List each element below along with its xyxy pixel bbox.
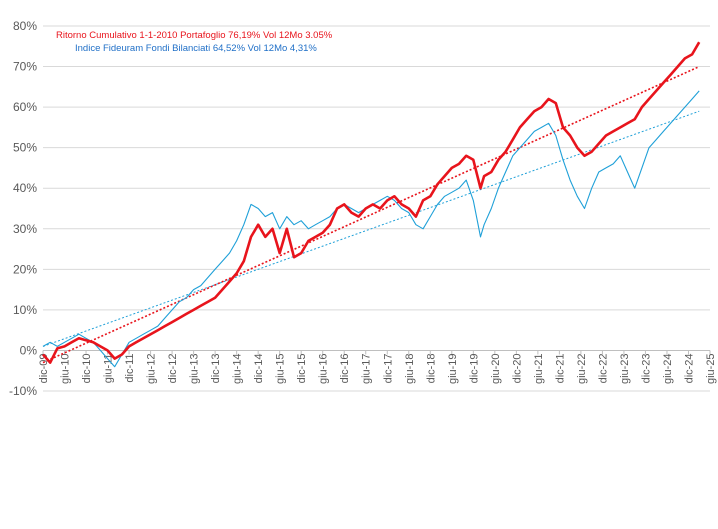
x-tick-label: giu-18 [404,353,416,384]
y-tick-label: 20% [13,262,37,276]
x-tick-label: dic-14 [253,353,265,383]
x-tick-label: giu-19 [447,353,459,384]
y-tick-label: 60% [13,100,37,114]
x-tick-label: giu-10 [60,353,72,384]
x-tick-label: dic-09 [38,353,50,383]
x-axis-ticks: dic-09 giu-10 dic-10 giu-11 dic-11 giu-12 dic-… [38,350,717,384]
series-line-3 [42,110,700,347]
y-tick-label: 80% [13,19,37,33]
x-tick-label: giu-16 [318,353,330,384]
y-tick-label: 70% [13,60,37,74]
x-tick-label: dic-18 [425,353,437,383]
x-tick-label: dic-23 [640,353,652,383]
x-tick-label: dic-22 [597,353,609,383]
series-line-0 [42,41,701,364]
y-tick-label: 0% [20,343,38,357]
x-tick-label: dic-21 [554,353,566,383]
x-tick-label: dic-10 [81,353,93,383]
y-axis-ticks: -10% 0% 10% 20% 30% 40% 50% 60% 70% 80% [9,19,37,398]
x-tick-label: giu-17 [361,353,373,384]
legend-entry-fideuram: Indice Fideuram Fondi Bilanciati 64,52% … [75,43,317,54]
x-tick-label: giu-24 [662,353,674,384]
x-tick-label: dic-17 [382,353,394,383]
x-tick-label: dic-12 [167,353,179,383]
y-tick-label: 10% [13,303,37,317]
x-tick-label: dic-19 [468,353,480,383]
x-tick-label: dic-15 [296,353,308,383]
x-tick-label: giu-25 [705,353,717,384]
x-tick-label: giu-12 [146,353,158,384]
y-tick-label: 50% [13,141,37,155]
grid-lines [43,25,710,392]
x-tick-label: giu-20 [490,353,502,384]
x-tick-label: giu-21 [533,353,545,384]
x-tick-label: giu-11 [103,353,115,383]
legend: Ritorno Cumulativo 1-1-2010 Portafoglio … [56,30,333,54]
y-tick-label: 40% [13,181,37,195]
x-tick-label: giu-23 [619,353,631,384]
series-layer [42,41,701,368]
x-tick-label: dic-16 [339,353,351,383]
x-tick-label: dic-13 [210,353,222,383]
plot-area: -10% 0% 10% 20% 30% 40% 50% 60% 70% 80% dic-09 giu… [9,19,717,398]
x-tick-label: giu-13 [189,353,201,384]
series-line-2 [42,65,700,364]
x-tick-label: dic-11 [124,353,136,382]
x-tick-label: giu-22 [576,353,588,384]
x-tick-label: giu-15 [275,353,287,384]
x-tick-label: dic-20 [511,353,523,383]
y-tick-label: 30% [13,222,37,236]
x-tick-label: giu-14 [232,353,244,384]
y-tick-label: -10% [9,384,37,398]
x-tick-label: dic-24 [683,353,695,383]
legend-entry-portafoglio: Ritorno Cumulativo 1-1-2010 Portafoglio … [56,30,333,41]
